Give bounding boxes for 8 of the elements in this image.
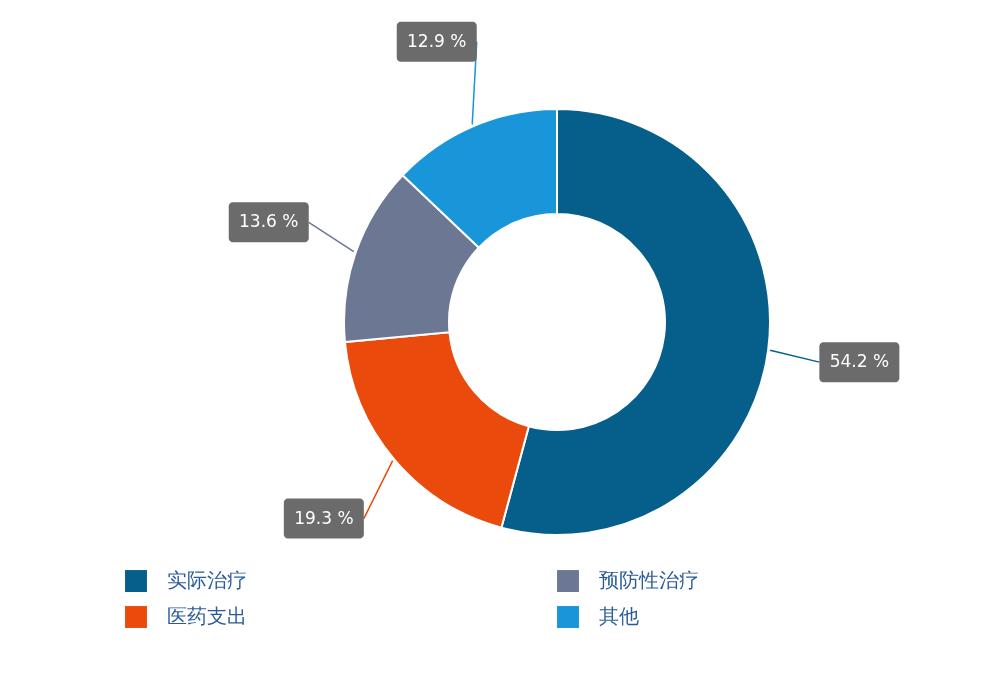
data-label: 12.9 % [407, 30, 467, 51]
legend-label: 其他 [599, 604, 639, 628]
data-label: 19.3 % [294, 507, 354, 528]
legend-label: 实际治疗 [167, 568, 247, 593]
data-label: 13.6 % [239, 211, 299, 232]
legend-label: 医药支出 [167, 604, 247, 628]
data-label: 54.2 % [829, 351, 890, 372]
legend-label: 预防性治疗 [599, 568, 699, 593]
